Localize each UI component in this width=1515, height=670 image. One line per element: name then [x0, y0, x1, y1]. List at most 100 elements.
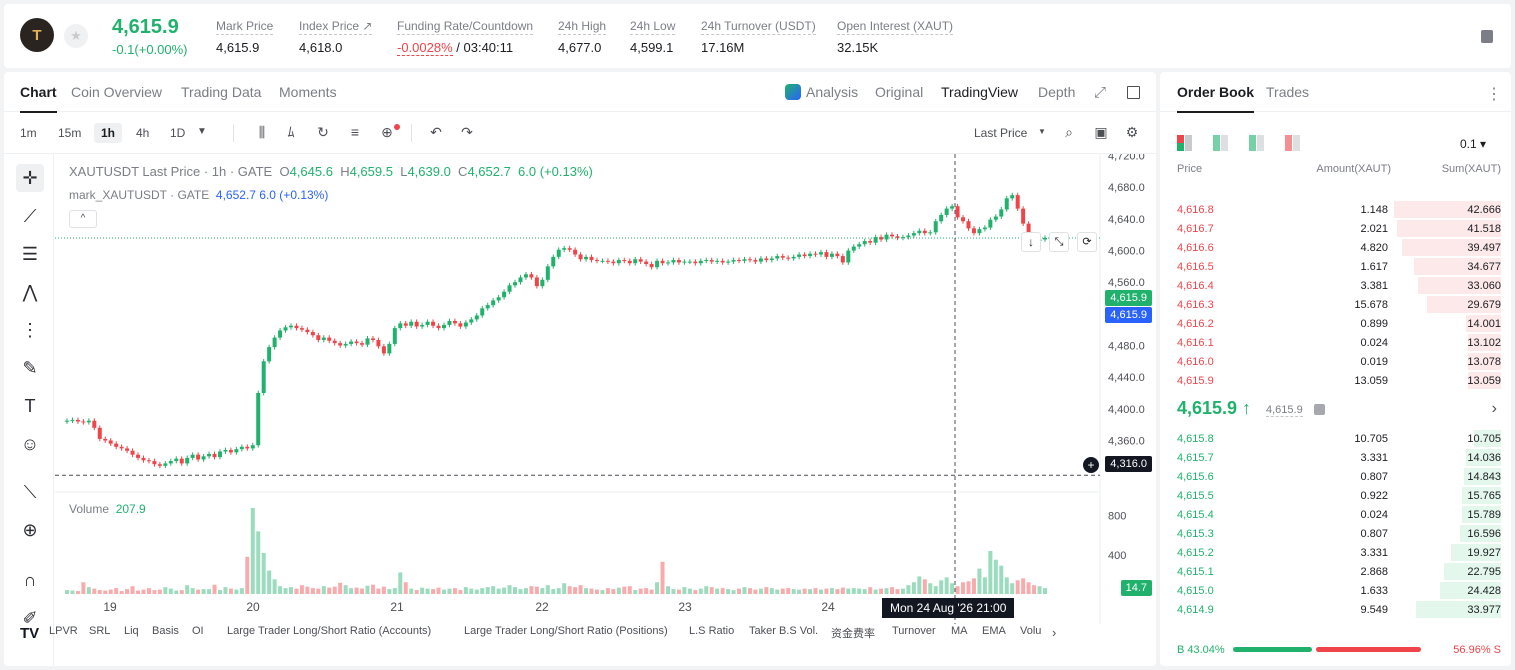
indicator-7[interactable]: L.S Ratio — [689, 625, 735, 637]
tab-coin-overview[interactable]: Coin Overview — [71, 84, 163, 100]
stat-index-price[interactable]: Index Price ↗ 4,618.0 — [299, 19, 373, 55]
bid-row[interactable]: 4,615.3 0.807 16.596 — [1160, 524, 1511, 543]
reset-chart-icon[interactable]: ⟳ — [1077, 232, 1097, 252]
templates-icon[interactable]: ≡ — [350, 124, 360, 140]
view-depth[interactable]: Depth — [1038, 84, 1076, 100]
magnet-tool-icon[interactable]: ∩ — [23, 570, 37, 590]
indicator-6[interactable]: Large Trader Long/Short Ratio (Positions… — [464, 625, 668, 637]
chart-plot-area[interactable]: 4,720.04,680.04,640.04,600.04,560.04,520… — [55, 154, 1156, 666]
tf-4h[interactable]: 4h — [136, 126, 150, 140]
bid-row[interactable]: 4,615.1 2.868 22.795 — [1160, 562, 1511, 581]
undo-icon[interactable]: ↶ — [430, 124, 442, 140]
indicator-12[interactable]: EMA — [982, 625, 1006, 637]
indicator-2[interactable]: Liq — [124, 625, 139, 637]
tab-trading-data[interactable]: Trading Data — [181, 84, 262, 100]
ask-row[interactable]: 4,616.7 2.021 41.518 — [1160, 219, 1511, 238]
ask-row[interactable]: 4,616.8 1.148 42.666 — [1160, 200, 1511, 219]
bid-row[interactable]: 4,615.5 0.922 15.765 — [1160, 486, 1511, 505]
view-bids-icon[interactable] — [1213, 135, 1229, 151]
camera-icon[interactable]: ▣ — [1094, 124, 1108, 140]
channel-tool-icon[interactable]: ☰ — [21, 244, 39, 264]
fullscreen-icon[interactable]: ⤡ — [1049, 232, 1069, 252]
view-asks-icon[interactable] — [1249, 135, 1265, 151]
ask-row[interactable]: 4,616.1 0.024 13.102 — [1160, 333, 1511, 352]
tf-1h[interactable]: 1h — [94, 123, 123, 143]
text-tool-icon[interactable]: T — [24, 396, 36, 416]
candle-type-icon[interactable]: ⫼ — [258, 124, 266, 140]
candle-body — [556, 249, 561, 257]
search-icon[interactable]: ⌕ — [1065, 124, 1073, 140]
precision-select[interactable]: 0.1 ▾ — [1460, 137, 1487, 151]
candle-body — [207, 453, 212, 457]
bid-row[interactable]: 4,615.7 3.331 14.036 — [1160, 448, 1511, 467]
ask-row[interactable]: 4,616.5 1.617 34.677 — [1160, 257, 1511, 276]
stat-mark-price[interactable]: Mark Price 4,615.9 — [216, 19, 274, 55]
ruler-tool-icon[interactable]: ⟍ — [23, 482, 37, 502]
caret-down-icon[interactable]: ▼ — [1038, 127, 1046, 136]
bid-row[interactable]: 4,615.2 3.331 19.927 — [1160, 543, 1511, 562]
bid-row[interactable]: 4,614.9 9.549 33.977 — [1160, 600, 1511, 619]
ask-row[interactable]: 4,615.9 13.059 13.059 — [1160, 371, 1511, 390]
view-original[interactable]: Original — [875, 84, 924, 100]
indicators-icon[interactable]: ﾑ — [287, 124, 295, 140]
indicator-1[interactable]: SRL — [89, 625, 111, 637]
ask-row[interactable]: 4,616.0 0.019 13.078 — [1160, 352, 1511, 371]
tab-moments[interactable]: Moments — [279, 84, 337, 100]
redo-icon[interactable]: ↷ — [461, 124, 473, 140]
stat-funding-rate[interactable]: Funding Rate/Countdown -0.0028% / 03:40:… — [397, 19, 534, 56]
bid-row[interactable]: 4,615.8 10.705 10.705 — [1160, 429, 1511, 448]
tf-1d[interactable]: 1D — [170, 126, 186, 140]
ask-row[interactable]: 4,616.6 4.820 39.497 — [1160, 238, 1511, 257]
alert-plus-icon[interactable]: ⊕ — [381, 124, 393, 140]
view-asks-only-icon[interactable] — [1285, 135, 1301, 151]
indicator-4[interactable]: OI — [192, 625, 204, 637]
indicator-11[interactable]: MA — [951, 625, 968, 637]
pattern-tool-icon[interactable]: ⋀ — [22, 282, 38, 302]
indicator-10[interactable]: Turnover — [892, 625, 936, 637]
scroll-down-icon[interactable]: ↓ — [1021, 232, 1041, 252]
more-vertical-icon[interactable]: ⋮ — [1486, 86, 1502, 103]
ask-row[interactable]: 4,616.4 3.381 33.060 — [1160, 276, 1511, 295]
emoji-tool-icon[interactable]: ☺ — [20, 434, 40, 454]
candle-body — [578, 254, 583, 260]
bid-row[interactable]: 4,615.4 0.024 15.789 — [1160, 505, 1511, 524]
settings-gear-icon[interactable]: ⚙ — [1125, 124, 1139, 140]
indicator-9[interactable]: 资金费率 — [831, 628, 875, 640]
favorite-star-icon[interactable]: ★ — [64, 24, 88, 48]
expand-icon[interactable]: ⤢ — [1094, 84, 1107, 101]
indicator-0[interactable]: LPVR — [49, 625, 78, 637]
bid-row[interactable]: 4,615.0 1.633 24.428 — [1160, 581, 1511, 600]
document-icon[interactable] — [1481, 30, 1493, 43]
ask-row[interactable]: 4,616.2 0.899 14.001 — [1160, 314, 1511, 333]
fib-tool-icon[interactable]: ⋮ — [21, 320, 39, 340]
pencil-lock-icon[interactable]: ✐ — [22, 608, 38, 628]
crosshair-tool-icon[interactable]: ✛ — [16, 164, 44, 192]
bid-row[interactable]: 4,615.6 0.807 14.843 — [1160, 467, 1511, 486]
zoom-in-tool-icon[interactable]: ⊕ — [22, 520, 38, 540]
tab-order-book[interactable]: Order Book — [1177, 84, 1255, 113]
replay-icon[interactable]: ↻ — [317, 124, 329, 140]
tf-1m[interactable]: 1m — [20, 126, 37, 140]
candle-body — [283, 327, 288, 331]
add-alert-plus-icon[interactable]: + — [1083, 457, 1099, 473]
tab-trades[interactable]: Trades — [1266, 84, 1310, 100]
indicator-3[interactable]: Basis — [152, 625, 179, 637]
indicator-5[interactable]: Large Trader Long/Short Ratio (Accounts) — [227, 625, 432, 637]
indicator-8[interactable]: Taker B.S Vol. — [749, 625, 819, 637]
collapse-legend-button[interactable]: ^ — [69, 210, 97, 228]
view-both-icon[interactable] — [1177, 135, 1193, 151]
indicator-13[interactable]: Volu — [1020, 625, 1042, 637]
tab-chart[interactable]: Chart — [20, 84, 57, 113]
price-source-select[interactable]: Last Price — [974, 126, 1028, 140]
view-tradingview[interactable]: TradingView — [941, 84, 1019, 100]
price-chart-svg[interactable]: 4,720.04,680.04,640.04,600.04,560.04,520… — [55, 154, 1156, 624]
trendline-tool-icon[interactable]: ⟋ — [23, 206, 37, 226]
window-icon[interactable] — [1127, 86, 1140, 99]
brush-tool-icon[interactable]: ✎ — [22, 358, 38, 378]
chevron-down-icon[interactable]: ▼ — [197, 126, 207, 137]
chevron-right-icon[interactable]: › — [1491, 400, 1497, 417]
view-analysis[interactable]: Analysis — [806, 84, 859, 100]
ask-row[interactable]: 4,616.3 15.678 29.679 — [1160, 295, 1511, 314]
chevron-right-icon[interactable]: › — [1052, 625, 1057, 640]
tf-15m[interactable]: 15m — [58, 126, 82, 140]
